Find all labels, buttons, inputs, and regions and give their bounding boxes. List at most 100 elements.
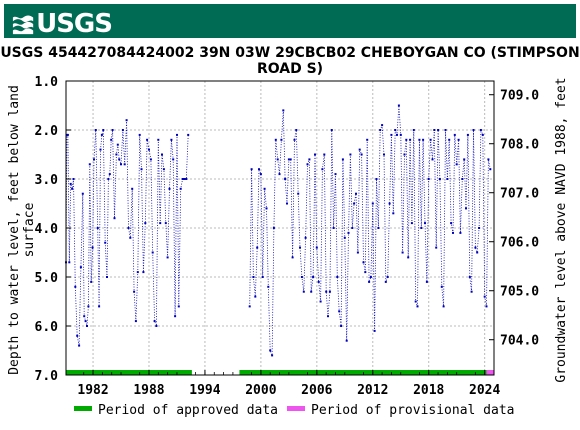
data-point	[146, 138, 149, 141]
data-point	[302, 290, 305, 293]
data-point	[465, 207, 467, 210]
data-point	[274, 138, 277, 141]
data-point	[399, 133, 402, 136]
data-point	[151, 251, 154, 254]
data-point	[310, 290, 313, 293]
data-point	[256, 246, 259, 249]
data-point	[170, 138, 173, 141]
data-point	[323, 153, 326, 156]
data-point	[325, 290, 328, 293]
data-point	[308, 158, 311, 161]
x-tick-label: 2018	[413, 383, 444, 398]
data-point	[416, 305, 419, 308]
data-point	[425, 280, 428, 283]
data-point	[181, 178, 184, 180]
data-point	[71, 187, 74, 190]
data-point	[368, 280, 371, 283]
data-point	[138, 133, 141, 136]
data-point	[149, 158, 152, 161]
data-point	[259, 173, 262, 176]
data-point	[448, 138, 451, 141]
data-point	[66, 133, 69, 136]
data-point	[472, 129, 475, 131]
y-axis-left-label-line1: Depth to water level, feet below land	[7, 85, 22, 375]
data-point	[68, 261, 71, 264]
data-point	[457, 138, 460, 141]
y-axis-right-label: Groundwater level above NAVD 1988, feet	[554, 77, 569, 382]
data-point	[295, 129, 298, 131]
x-tick-label: 2000	[245, 383, 276, 398]
data-point	[341, 158, 344, 161]
data-point	[466, 133, 469, 136]
data-point	[144, 222, 147, 225]
data-point	[332, 227, 335, 229]
y-right-tick-label: 708.0	[500, 138, 539, 153]
data-point	[286, 202, 288, 205]
data-point	[397, 104, 400, 107]
data-point	[284, 178, 287, 180]
data-point	[394, 129, 397, 131]
usgs-logo[interactable]: USGS	[12, 11, 113, 37]
data-point	[364, 271, 367, 274]
data-point	[355, 192, 357, 195]
data-point	[94, 129, 97, 131]
data-point	[99, 148, 102, 151]
data-point	[414, 300, 417, 303]
data-point	[433, 129, 436, 131]
data-point	[106, 276, 108, 278]
data-point	[386, 276, 389, 278]
data-point	[110, 138, 113, 141]
data-point	[369, 276, 372, 278]
data-point	[265, 207, 268, 210]
data-point	[168, 187, 171, 190]
y-left-tick-label: 3.0	[35, 173, 59, 188]
data-point	[306, 163, 309, 166]
grid	[66, 80, 494, 376]
data-point	[362, 261, 365, 264]
x-tick-label: 1994	[189, 383, 220, 398]
data-point	[349, 153, 352, 156]
data-point	[314, 153, 316, 156]
provisional-period-bar-2	[486, 370, 494, 375]
y-left-tick-label: 7.0	[35, 369, 59, 384]
data-point	[431, 158, 434, 161]
data-point	[153, 320, 156, 323]
y-left-tick-label: 6.0	[35, 320, 59, 335]
data-point	[312, 276, 315, 278]
data-point	[388, 202, 391, 205]
data-point	[142, 271, 145, 274]
data-point	[412, 129, 415, 131]
data-point	[69, 182, 72, 185]
data-point	[384, 280, 387, 283]
data-point	[379, 129, 382, 131]
data-point	[452, 231, 454, 234]
data-point	[377, 227, 380, 229]
data-point	[360, 153, 363, 156]
data-point	[427, 178, 430, 180]
data-point	[476, 251, 479, 254]
data-point	[438, 178, 441, 180]
data-point	[483, 295, 486, 298]
data-point	[392, 212, 395, 215]
data-point	[250, 168, 253, 171]
chart-title: USGS 454427084424002 39N 03W 29CBCB02 CH…	[0, 45, 580, 77]
data-point	[291, 256, 294, 259]
data-point	[162, 168, 165, 171]
data-point	[474, 246, 477, 249]
data-point	[116, 143, 119, 146]
data-point	[78, 344, 81, 347]
data-point	[74, 285, 77, 288]
data-point	[107, 178, 110, 180]
approved-period-bar-1	[239, 370, 487, 375]
data-point	[479, 129, 482, 131]
usgs-banner: USGS	[4, 4, 576, 38]
data-point	[328, 290, 331, 293]
data-point	[405, 138, 408, 141]
y-left-tick-label: 2.0	[35, 124, 59, 139]
data-point	[478, 227, 481, 229]
data-point	[336, 276, 339, 278]
y-right-tick-label: 709.0	[500, 89, 539, 104]
data-point	[334, 173, 337, 176]
y-axis-left-label-line2: surface	[22, 202, 37, 257]
x-tick-label: 2012	[357, 383, 388, 398]
